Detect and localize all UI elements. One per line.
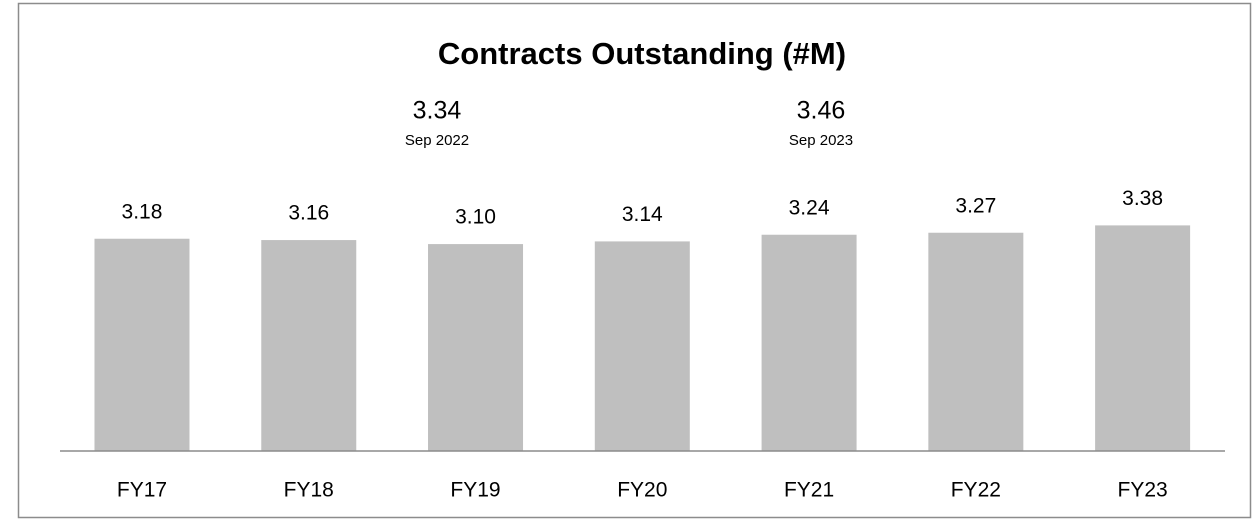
value-label: 3.27 bbox=[955, 194, 996, 217]
x-tick-label: FY18 bbox=[284, 479, 334, 502]
annotation-label: Sep 2022 bbox=[405, 132, 469, 149]
bar bbox=[94, 238, 190, 451]
value-label: 3.14 bbox=[622, 203, 663, 226]
bar bbox=[761, 234, 857, 451]
annotation-value: 3.34 bbox=[413, 97, 462, 125]
value-label: 3.10 bbox=[455, 206, 496, 229]
value-label: 3.24 bbox=[789, 196, 830, 219]
bar bbox=[594, 241, 690, 451]
value-label: 3.18 bbox=[122, 200, 163, 223]
x-tick-label: FY23 bbox=[1118, 479, 1168, 502]
x-tick-label: FY17 bbox=[117, 479, 167, 502]
value-label: 3.38 bbox=[1122, 187, 1163, 210]
x-tick-label: FY21 bbox=[784, 479, 834, 502]
bar bbox=[261, 240, 357, 451]
annotation-value: 3.46 bbox=[797, 97, 846, 125]
bar bbox=[928, 232, 1024, 451]
bar bbox=[428, 244, 524, 451]
x-tick-label: FY19 bbox=[450, 479, 500, 502]
chart-title: Contracts Outstanding (#M) bbox=[438, 36, 846, 71]
x-tick-label: FY20 bbox=[617, 479, 667, 502]
annotation-label: Sep 2023 bbox=[789, 132, 853, 149]
value-label: 3.16 bbox=[288, 202, 329, 225]
x-tick-label: FY22 bbox=[951, 479, 1001, 502]
bar bbox=[1095, 225, 1191, 451]
